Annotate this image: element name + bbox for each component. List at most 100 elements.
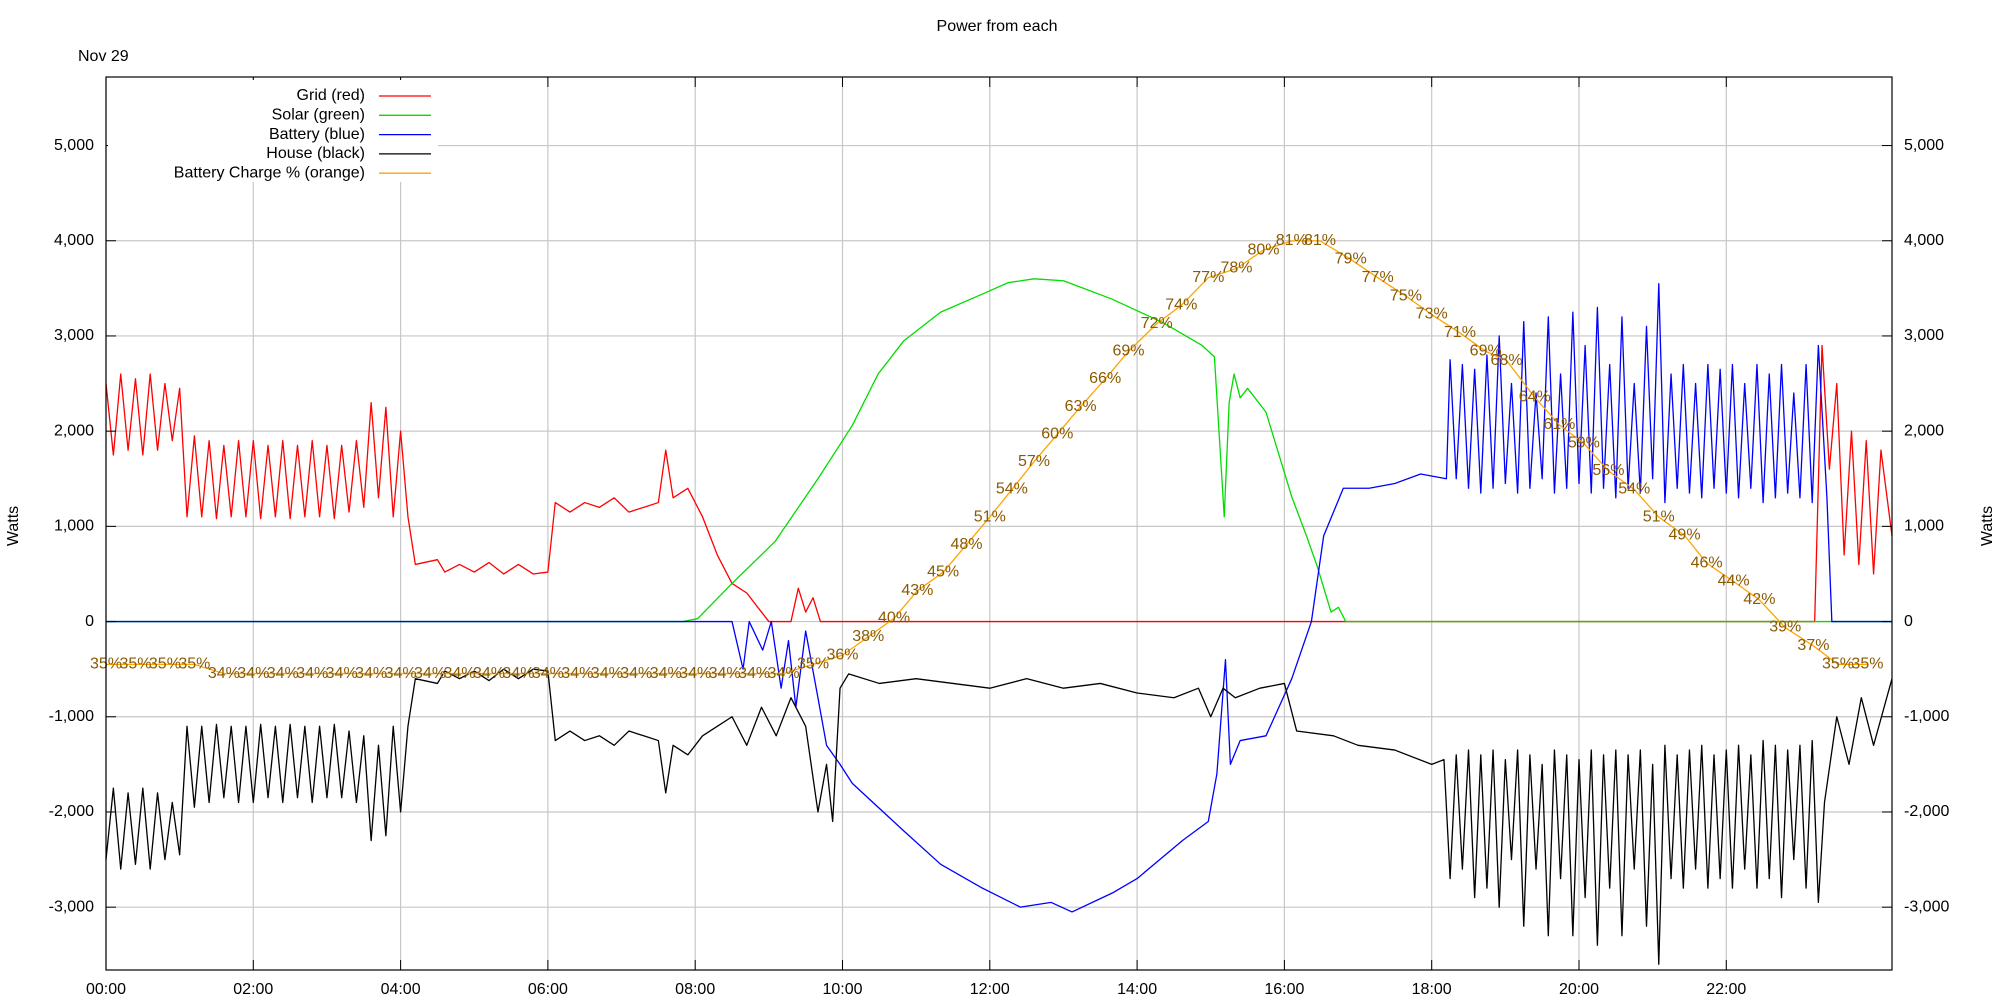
data-label: 34% (267, 665, 299, 682)
data-label: 40% (878, 610, 910, 627)
data-label: 34% (414, 665, 446, 682)
data-label: 34% (561, 665, 593, 682)
data-label: 38% (852, 628, 884, 645)
data-label: 34% (208, 665, 240, 682)
data-label: 79% (1335, 251, 1367, 268)
data-label: 43% (901, 582, 933, 599)
data-label: 34% (385, 665, 417, 682)
label-layer: 35%35%35%35%34%34%34%34%34%34%34%34%34%3… (90, 232, 1883, 682)
data-label: 48% (950, 536, 982, 553)
data-label: 45% (927, 564, 959, 581)
x-tick-label: 22:00 (1706, 981, 1746, 998)
data-label: 34% (738, 665, 770, 682)
data-label: 42% (1743, 591, 1775, 608)
x-tick-label: 08:00 (675, 981, 715, 998)
y-tick-label: 1,000 (54, 518, 94, 535)
series-line (105, 344, 1893, 623)
data-label: 35% (178, 656, 210, 673)
data-label: 81% (1276, 232, 1308, 249)
data-label: 75% (1390, 287, 1422, 304)
y-tick-label: 3,000 (54, 327, 94, 344)
data-label: 73% (1416, 306, 1448, 323)
y-tick-label: -3,000 (49, 898, 94, 915)
y2-tick-label: 0 (1904, 613, 1913, 630)
data-label: 35% (797, 656, 829, 673)
y-axis-label: Watts (5, 506, 22, 546)
data-label: 34% (355, 665, 387, 682)
x-tick-label: 00:00 (86, 981, 126, 998)
data-label: 35% (1851, 656, 1883, 673)
data-label: 63% (1065, 398, 1097, 415)
data-label: 44% (1718, 573, 1750, 590)
series-line (106, 240, 1868, 675)
chart-title: Power from each (937, 18, 1058, 35)
data-label: 34% (768, 665, 800, 682)
data-label: 69% (1112, 343, 1144, 360)
x-tick-label: 16:00 (1264, 981, 1304, 998)
y-tick-label: 2,000 (54, 422, 94, 439)
data-label: 54% (1618, 481, 1650, 498)
data-label: 81% (1304, 232, 1336, 249)
series-line (106, 278, 1892, 623)
y2-tick-label: -1,000 (1904, 708, 1949, 725)
x-tick-label: 14:00 (1117, 981, 1157, 998)
data-label: 77% (1362, 269, 1394, 286)
x-tick-label: 02:00 (233, 981, 273, 998)
x-tick-label: 06:00 (528, 981, 568, 998)
legend-box (108, 80, 438, 182)
y-tick-label: 0 (85, 613, 94, 630)
y2-tick-label: 2,000 (1904, 422, 1944, 439)
data-label: 60% (1041, 425, 1073, 442)
data-label: 39% (1769, 619, 1801, 636)
data-label: 34% (532, 665, 564, 682)
y2-tick-label: 3,000 (1904, 327, 1944, 344)
data-label: 35% (119, 656, 151, 673)
data-label: 78% (1221, 260, 1253, 277)
legend: Grid (red) Solar (green) Battery (blue) Hou… (174, 87, 431, 181)
data-label: 34% (444, 665, 476, 682)
data-label: 49% (1669, 527, 1701, 544)
y2-tick-label: -2,000 (1904, 803, 1949, 820)
y2-tick-label: 1,000 (1904, 518, 1944, 535)
data-label: 34% (296, 665, 328, 682)
data-label: 51% (1643, 508, 1675, 525)
data-label: 71% (1444, 324, 1476, 341)
data-label: 36% (826, 646, 858, 663)
data-label: 59% (1568, 435, 1600, 452)
x-tick-label: 20:00 (1559, 981, 1599, 998)
y-tick-label: 5,000 (54, 137, 94, 154)
legend-label: Grid (red) (297, 87, 365, 104)
legend-label: Solar (green) (272, 107, 365, 124)
data-label: 34% (473, 665, 505, 682)
x-tick-label: 10:00 (822, 981, 862, 998)
x-tick-label: 18:00 (1412, 981, 1452, 998)
data-label: 46% (1691, 554, 1723, 571)
data-label: 35% (1822, 656, 1854, 673)
y-tick-label: -2,000 (49, 803, 94, 820)
y2-tick-label: 4,000 (1904, 232, 1944, 249)
data-label: 34% (650, 665, 682, 682)
data-label: 64% (1519, 389, 1551, 406)
y-tick-label: -1,000 (49, 708, 94, 725)
data-label: 68% (1491, 352, 1523, 369)
data-label: 37% (1797, 637, 1829, 654)
data-label: 51% (974, 508, 1006, 525)
data-label: 66% (1089, 370, 1121, 387)
data-label: 34% (237, 665, 269, 682)
data-label: 80% (1248, 241, 1280, 258)
data-label: 35% (149, 656, 181, 673)
data-label: 56% (1592, 462, 1624, 479)
data-label: 34% (591, 665, 623, 682)
data-label: 72% (1141, 315, 1173, 332)
legend-label: House (black) (266, 145, 365, 162)
axis-layer: -3,000 -2,000 -1,000 0 1,000 2,000 3,000 4,000 5… (49, 77, 1949, 998)
data-label: 34% (502, 665, 534, 682)
series-line (105, 668, 1893, 965)
data-label: 54% (996, 481, 1028, 498)
plot-frame (105, 76, 1893, 971)
data-label: 34% (620, 665, 652, 682)
x-tick-label: 12:00 (970, 981, 1010, 998)
data-label: 77% (1192, 269, 1224, 286)
data-label: 34% (326, 665, 358, 682)
